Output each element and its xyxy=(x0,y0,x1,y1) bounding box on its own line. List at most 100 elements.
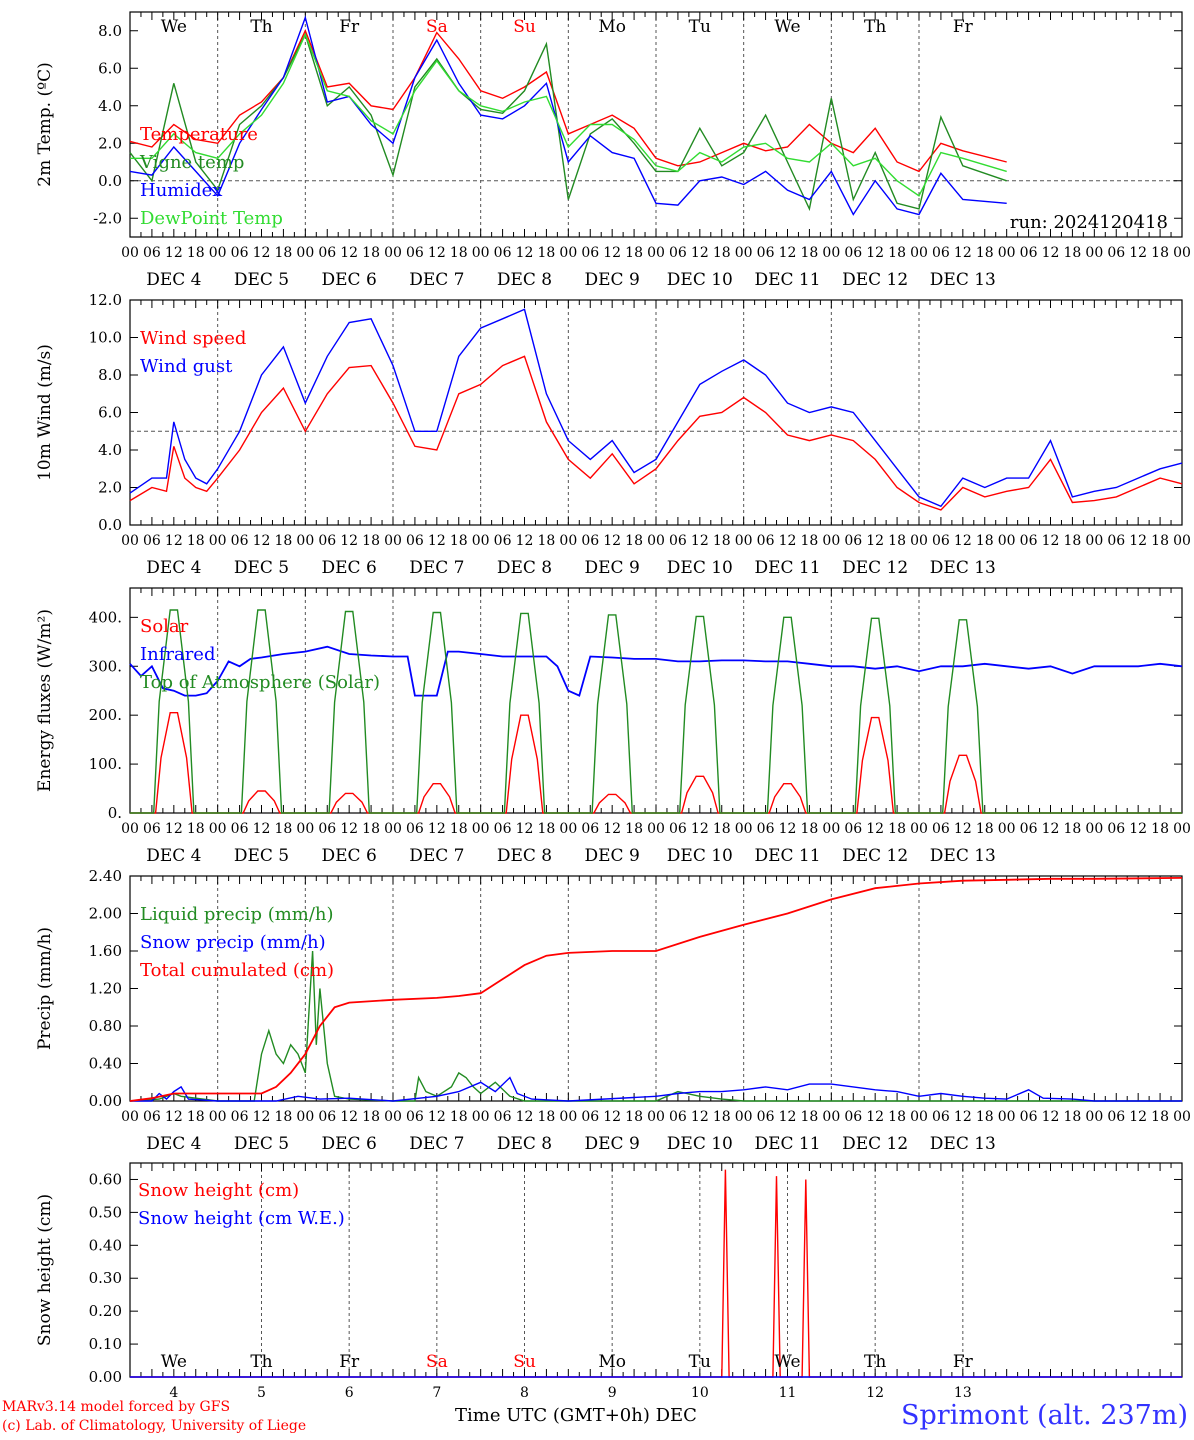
site-name: Sprimont (alt. 237m) xyxy=(901,1400,1188,1431)
credits: MARv3.14 model forced by GFS (c) Lab. of… xyxy=(2,1398,306,1436)
x-day-number: 10 xyxy=(691,1385,709,1401)
x-hour-label: 00 xyxy=(735,1109,753,1125)
x-hour-label: 06 xyxy=(1020,1109,1038,1125)
x-date-label: DEC 5 xyxy=(234,558,289,578)
x-hour-label: 12 xyxy=(779,821,797,837)
x-date-label: DEC 11 xyxy=(754,558,820,578)
x-hour-label: 00 xyxy=(209,1109,227,1125)
x-hour-label: 12 xyxy=(603,533,621,549)
y-tick-label: 1.60 xyxy=(89,942,122,960)
legend-entry: Snow height (cm) xyxy=(138,1180,299,1201)
x-hour-label: 18 xyxy=(450,821,468,837)
x-hour-label: 06 xyxy=(757,821,775,837)
x-date-label: DEC 7 xyxy=(409,1134,464,1154)
legend-entry: Liquid precip (mm/h) xyxy=(140,904,334,925)
legend-entry: Humidex xyxy=(140,180,222,201)
weekday-label: Fr xyxy=(339,1352,360,1372)
y-tick-label: 4.0 xyxy=(98,97,122,115)
x-hour-label: 06 xyxy=(1107,821,1125,837)
x-hour-label: 00 xyxy=(910,533,928,549)
x-hour-label: 00 xyxy=(1085,1109,1103,1125)
x-hour-label: 12 xyxy=(428,245,446,261)
x-day-number: 5 xyxy=(257,1385,266,1401)
weekday-label: We xyxy=(774,1352,800,1372)
x-hour-label: 06 xyxy=(757,533,775,549)
x-hour-label: 00 xyxy=(121,1109,139,1125)
y-tick-label: 0.00 xyxy=(89,1368,122,1386)
x-hour-label: 18 xyxy=(275,1109,293,1125)
weekday-label: Th xyxy=(864,1352,886,1372)
legend-entry: Top of Atmosphere (Solar) xyxy=(140,672,380,693)
x-hour-label: 06 xyxy=(757,1109,775,1125)
x-date-label: DEC 5 xyxy=(234,270,289,290)
x-hour-label: 06 xyxy=(494,1109,512,1125)
x-hour-label: 06 xyxy=(143,1109,161,1125)
x-hour-label: 18 xyxy=(187,245,205,261)
x-hour-label: 06 xyxy=(932,533,950,549)
legend-entry: DewPoint Temp xyxy=(140,208,283,229)
x-hour-label: 00 xyxy=(472,1109,490,1125)
x-hour-label: 00 xyxy=(209,821,227,837)
x-date-label: DEC 4 xyxy=(146,1134,201,1154)
x-hour-label: 06 xyxy=(844,245,862,261)
model-line: MARv3.14 model forced by GFS xyxy=(2,1399,231,1415)
x-hour-label: 06 xyxy=(318,821,336,837)
x-hour-label: 18 xyxy=(888,821,906,837)
x-date-label: DEC 9 xyxy=(585,558,640,578)
y-tick-label: 2.00 xyxy=(89,905,122,923)
y-axis-title: 2m Temp. (ºC) xyxy=(35,62,55,187)
x-hour-label: 18 xyxy=(801,533,819,549)
x-hour-label: 18 xyxy=(713,245,731,261)
x-date-label: DEC 6 xyxy=(322,270,377,290)
x-hour-label: 00 xyxy=(1173,1109,1191,1125)
x-day-number: 4 xyxy=(169,1385,178,1401)
x-date-label: DEC 6 xyxy=(322,846,377,866)
x-hour-label: 06 xyxy=(406,821,424,837)
x-hour-label: 18 xyxy=(625,533,643,549)
x-hour-label: 06 xyxy=(143,533,161,549)
x-hour-label: 00 xyxy=(209,533,227,549)
x-hour-label: 12 xyxy=(165,1109,183,1125)
x-date-label: DEC 11 xyxy=(754,270,820,290)
x-hour-label: 00 xyxy=(296,533,314,549)
x-date-label: DEC 13 xyxy=(930,270,996,290)
x-hour-label: 00 xyxy=(998,1109,1016,1125)
x-date-label: DEC 13 xyxy=(930,846,996,866)
x-hour-label: 12 xyxy=(954,533,972,549)
x-day-number: 9 xyxy=(608,1385,617,1401)
series-line-3 xyxy=(130,609,1182,814)
x-hour-label: 06 xyxy=(932,1109,950,1125)
x-date-label: DEC 7 xyxy=(409,270,464,290)
x-date-label: DEC 13 xyxy=(930,1134,996,1154)
weekday-label: We xyxy=(161,1352,187,1372)
x-date-label: DEC 11 xyxy=(754,846,820,866)
x-hour-label: 18 xyxy=(976,821,994,837)
x-hour-label: 18 xyxy=(275,821,293,837)
x-hour-label: 12 xyxy=(516,821,534,837)
x-hour-label: 06 xyxy=(844,821,862,837)
x-hour-label: 12 xyxy=(866,1109,884,1125)
x-hour-label: 12 xyxy=(866,245,884,261)
y-tick-label: 300. xyxy=(89,657,122,675)
weekday-label: Tu xyxy=(689,17,711,37)
x-hour-label: 18 xyxy=(1064,821,1082,837)
y-tick-label: 0. xyxy=(108,804,122,822)
weekday-label: Mo xyxy=(598,17,626,37)
x-hour-label: 18 xyxy=(450,1109,468,1125)
x-hour-label: 12 xyxy=(340,821,358,837)
panel-2 xyxy=(129,299,1183,526)
x-hour-label: 12 xyxy=(779,533,797,549)
y-tick-label: 0.0 xyxy=(98,172,122,190)
x-hour-label: 06 xyxy=(406,245,424,261)
x-date-label: DEC 4 xyxy=(146,846,201,866)
x-hour-label: 06 xyxy=(1020,245,1038,261)
y-tick-label: 6.0 xyxy=(98,59,122,77)
y-tick-label: 12.0 xyxy=(89,291,122,309)
x-hour-label: 18 xyxy=(888,533,906,549)
x-hour-label: 12 xyxy=(866,533,884,549)
x-date-label: DEC 12 xyxy=(842,1134,908,1154)
weekday-label: Mo xyxy=(598,1352,626,1372)
x-hour-label: 12 xyxy=(954,1109,972,1125)
plot-frame xyxy=(129,587,1183,814)
